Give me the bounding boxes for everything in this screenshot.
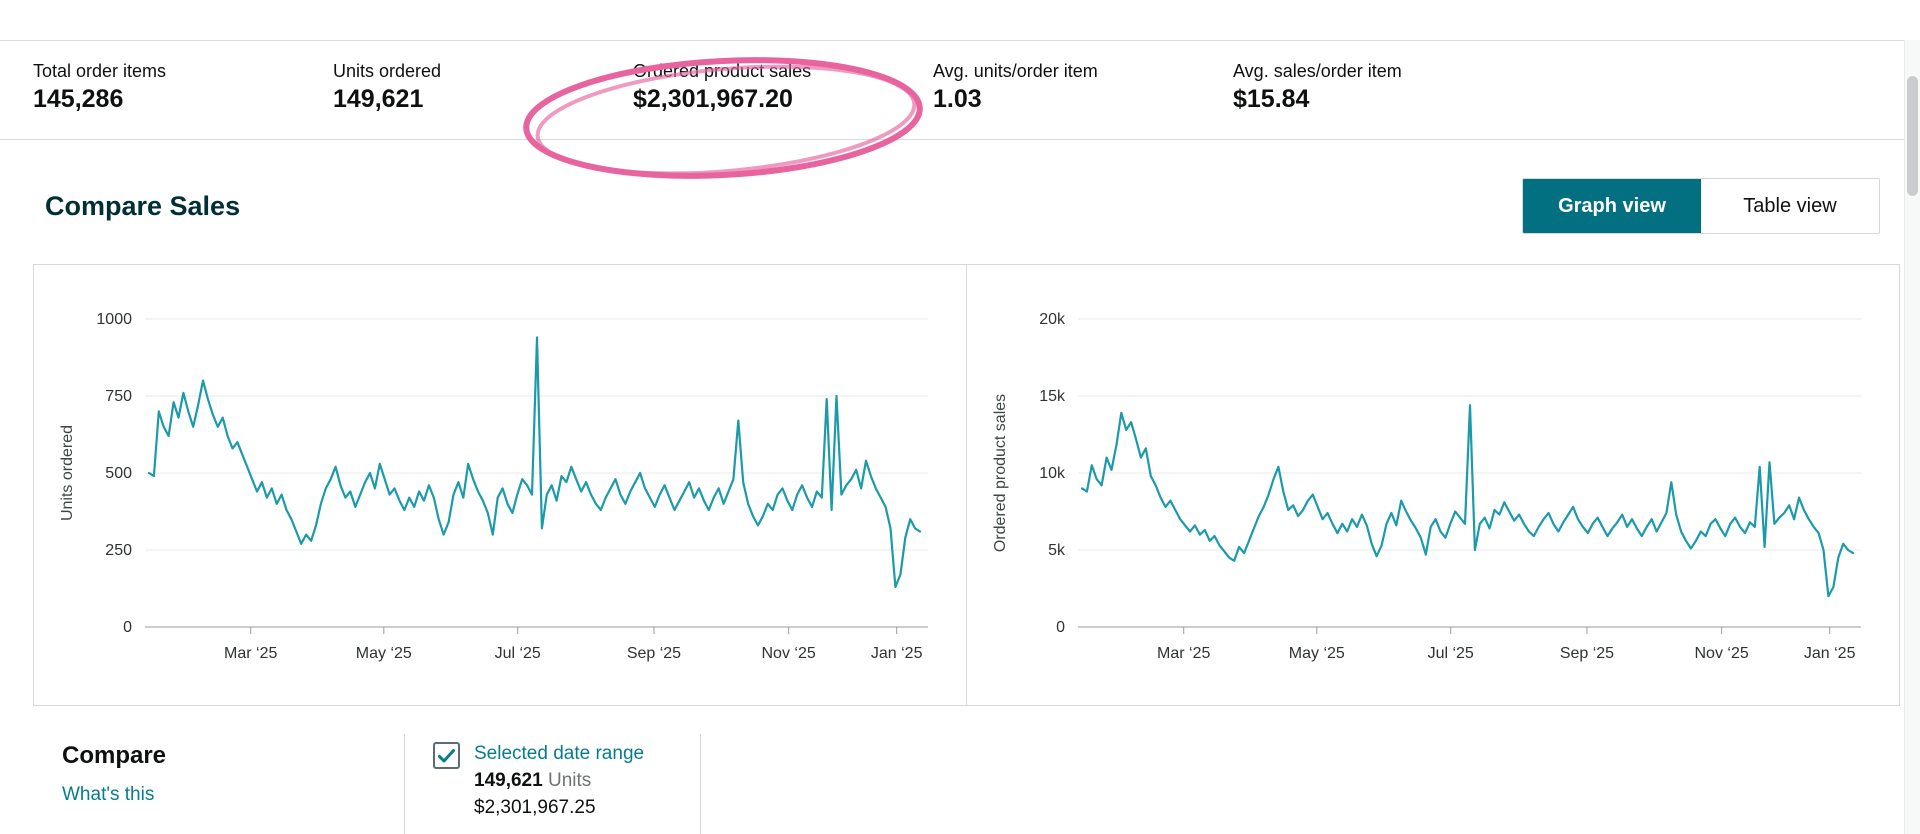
selected-date-range-checkbox[interactable] <box>433 742 460 769</box>
kpi-value: 1.03 <box>933 85 982 113</box>
svg-text:Sep ‘25: Sep ‘25 <box>627 645 681 662</box>
compare-title: Compare <box>62 742 167 769</box>
svg-text:15k: 15k <box>1039 388 1066 405</box>
svg-text:Mar ‘25: Mar ‘25 <box>1157 645 1210 662</box>
kpi-label: Avg. sales/order item <box>1233 61 1402 81</box>
svg-text:Units ordered: Units ordered <box>59 425 76 521</box>
svg-text:May ‘25: May ‘25 <box>356 645 412 662</box>
whats-this-link[interactable]: What's this <box>62 784 155 805</box>
svg-text:500: 500 <box>105 465 132 482</box>
page-title: Compare Sales <box>45 190 241 221</box>
legend-units-suffix: Units <box>547 770 592 791</box>
ordered-product-sales-chart-canvas: 0 5k 10k 15k 20k Ordered product sales Mar ‘25… <box>992 311 1861 662</box>
legend-text: Selected date range 149,621 Units $2,301… <box>474 740 644 822</box>
svg-text:1000: 1000 <box>96 311 132 328</box>
scrollbar-thumb[interactable] <box>1907 76 1918 196</box>
checkmark-icon <box>438 748 455 762</box>
view-toggle: Graph view Table view <box>1522 178 1880 234</box>
selected-date-range-legend: Selected date range 149,621 Units $2,301… <box>404 734 702 834</box>
kpi-value: 149,621 <box>333 85 424 113</box>
kpi-label: Ordered product sales <box>633 61 812 81</box>
svg-text:Sep ‘25: Sep ‘25 <box>1560 645 1614 662</box>
svg-text:750: 750 <box>105 388 132 405</box>
svg-text:Jul ‘25: Jul ‘25 <box>1428 645 1474 662</box>
svg-text:250: 250 <box>105 542 132 559</box>
units-ordered-chart-canvas: 0 250 500 750 1000 Units ordered Mar ‘25 May ‘2… <box>59 311 928 662</box>
svg-text:Ordered product sales: Ordered product sales <box>992 394 1009 552</box>
compare-left: Compare What's this <box>62 734 404 806</box>
units-ordered-chart-card: 0 250 500 750 1000 Units ordered Mar ‘25 May ‘2… <box>33 264 967 706</box>
svg-text:Nov ‘25: Nov ‘25 <box>1695 645 1749 662</box>
legend-units-value: 149,621 <box>474 770 543 791</box>
svg-text:0: 0 <box>1056 619 1065 636</box>
legend-sales-value: $2,301,967.25 <box>474 797 596 818</box>
svg-text:Jul ‘25: Jul ‘25 <box>495 645 541 662</box>
kpi-ordered-product-sales: Ordered product sales $2,301,967.20 <box>633 59 933 115</box>
kpi-avg-units-order-item: Avg. units/order item 1.03 <box>933 59 1233 115</box>
kpi-label: Total order items <box>33 61 167 81</box>
legend-title: Selected date range <box>474 743 645 764</box>
svg-text:Jan ‘25: Jan ‘25 <box>1804 645 1856 662</box>
svg-text:10k: 10k <box>1039 465 1066 482</box>
svg-text:Mar ‘25: Mar ‘25 <box>224 645 277 662</box>
svg-text:Nov ‘25: Nov ‘25 <box>762 645 816 662</box>
svg-text:May ‘25: May ‘25 <box>1289 645 1345 662</box>
kpi-bar: Total order items 145,286 Units ordered … <box>0 40 1920 140</box>
vertical-scrollbar[interactable] <box>1904 40 1920 834</box>
kpi-units-ordered: Units ordered 149,621 <box>333 59 633 115</box>
svg-text:0: 0 <box>123 619 132 636</box>
ordered-product-sales-chart-card: 0 5k 10k 15k 20k Ordered product sales Mar ‘25… <box>966 264 1900 706</box>
compare-section: Compare What's this Selected date range … <box>62 734 1920 834</box>
kpi-total-order-items: Total order items 145,286 <box>33 59 333 115</box>
kpi-value: $2,301,967.20 <box>633 85 793 113</box>
svg-text:20k: 20k <box>1039 311 1066 328</box>
kpi-label: Units ordered <box>333 61 442 81</box>
graph-view-button[interactable]: Graph view <box>1523 179 1701 233</box>
table-view-button[interactable]: Table view <box>1701 179 1879 233</box>
page: Total order items 145,286 Units ordered … <box>0 40 1920 834</box>
compare-sales-header: Compare Sales Graph view Table view <box>45 178 1880 234</box>
kpi-label: Avg. units/order item <box>933 61 1098 81</box>
kpi-value: 145,286 <box>33 85 124 113</box>
kpi-value: $15.84 <box>1233 85 1310 113</box>
charts-row: 0 250 500 750 1000 Units ordered Mar ‘25 May ‘2… <box>33 264 1900 706</box>
svg-text:Jan ‘25: Jan ‘25 <box>871 645 923 662</box>
svg-text:5k: 5k <box>1048 542 1066 559</box>
kpi-avg-sales-order-item: Avg. sales/order item $15.84 <box>1233 59 1533 115</box>
legend-units-line: 149,621 Units <box>474 767 644 794</box>
